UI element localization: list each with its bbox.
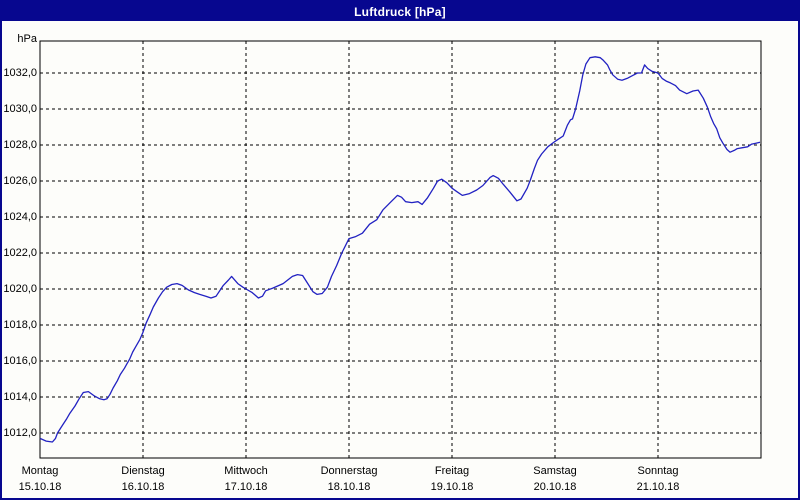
x-tick-label: Samstag 20.10.18 [503,464,607,495]
x-tick-label: Donnerstag 18.10.18 [297,464,401,495]
y-tick-label: 1022,0 [3,247,37,259]
y-tick-label: 1012,0 [3,427,37,439]
weekday-label: Mittwoch [224,465,268,477]
y-tick-label: 1028,0 [3,139,37,151]
y-tick-label: 1026,0 [3,175,37,187]
date-label: 20.10.18 [533,481,577,493]
x-tick-label: Dienstag 16.10.18 [91,464,195,495]
y-axis-unit-label: hPa [17,33,37,45]
weekday-label: Samstag [533,465,577,477]
y-tick-label: 1024,0 [3,211,37,223]
weekday-label: Freitag [434,465,470,477]
date-label: 16.10.18 [121,481,165,493]
y-tick-label: 1020,0 [3,283,37,295]
weekday-label: Sonntag [637,465,679,477]
x-tick-label: Freitag 19.10.18 [400,464,504,495]
x-tick-label: Sonntag 21.10.18 [606,464,710,495]
pressure-line [39,56,761,443]
date-label: 17.10.18 [224,481,268,493]
weekday-label: Donnerstag [320,465,378,477]
weekday-label: Dienstag [121,465,165,477]
date-label: 15.10.18 [18,481,62,493]
window-titlebar: Luftdruck [hPa] [2,2,798,21]
x-tick-label: Mittwoch 17.10.18 [194,464,298,495]
date-label: 18.10.18 [327,481,371,493]
date-label: 19.10.18 [430,481,474,493]
y-tick-label: 1014,0 [3,391,37,403]
y-tick-label: 1030,0 [3,103,37,115]
y-tick-label: 1016,0 [3,355,37,367]
plot-frame [39,40,762,459]
y-tick-label: 1018,0 [3,319,37,331]
window-title: Luftdruck [hPa] [354,4,446,19]
date-label: 21.10.18 [636,481,680,493]
x-tick-label: Montag 15.10.18 [2,464,92,495]
y-tick-label: 1032,0 [3,67,37,79]
weekday-label: Montag [21,465,59,477]
